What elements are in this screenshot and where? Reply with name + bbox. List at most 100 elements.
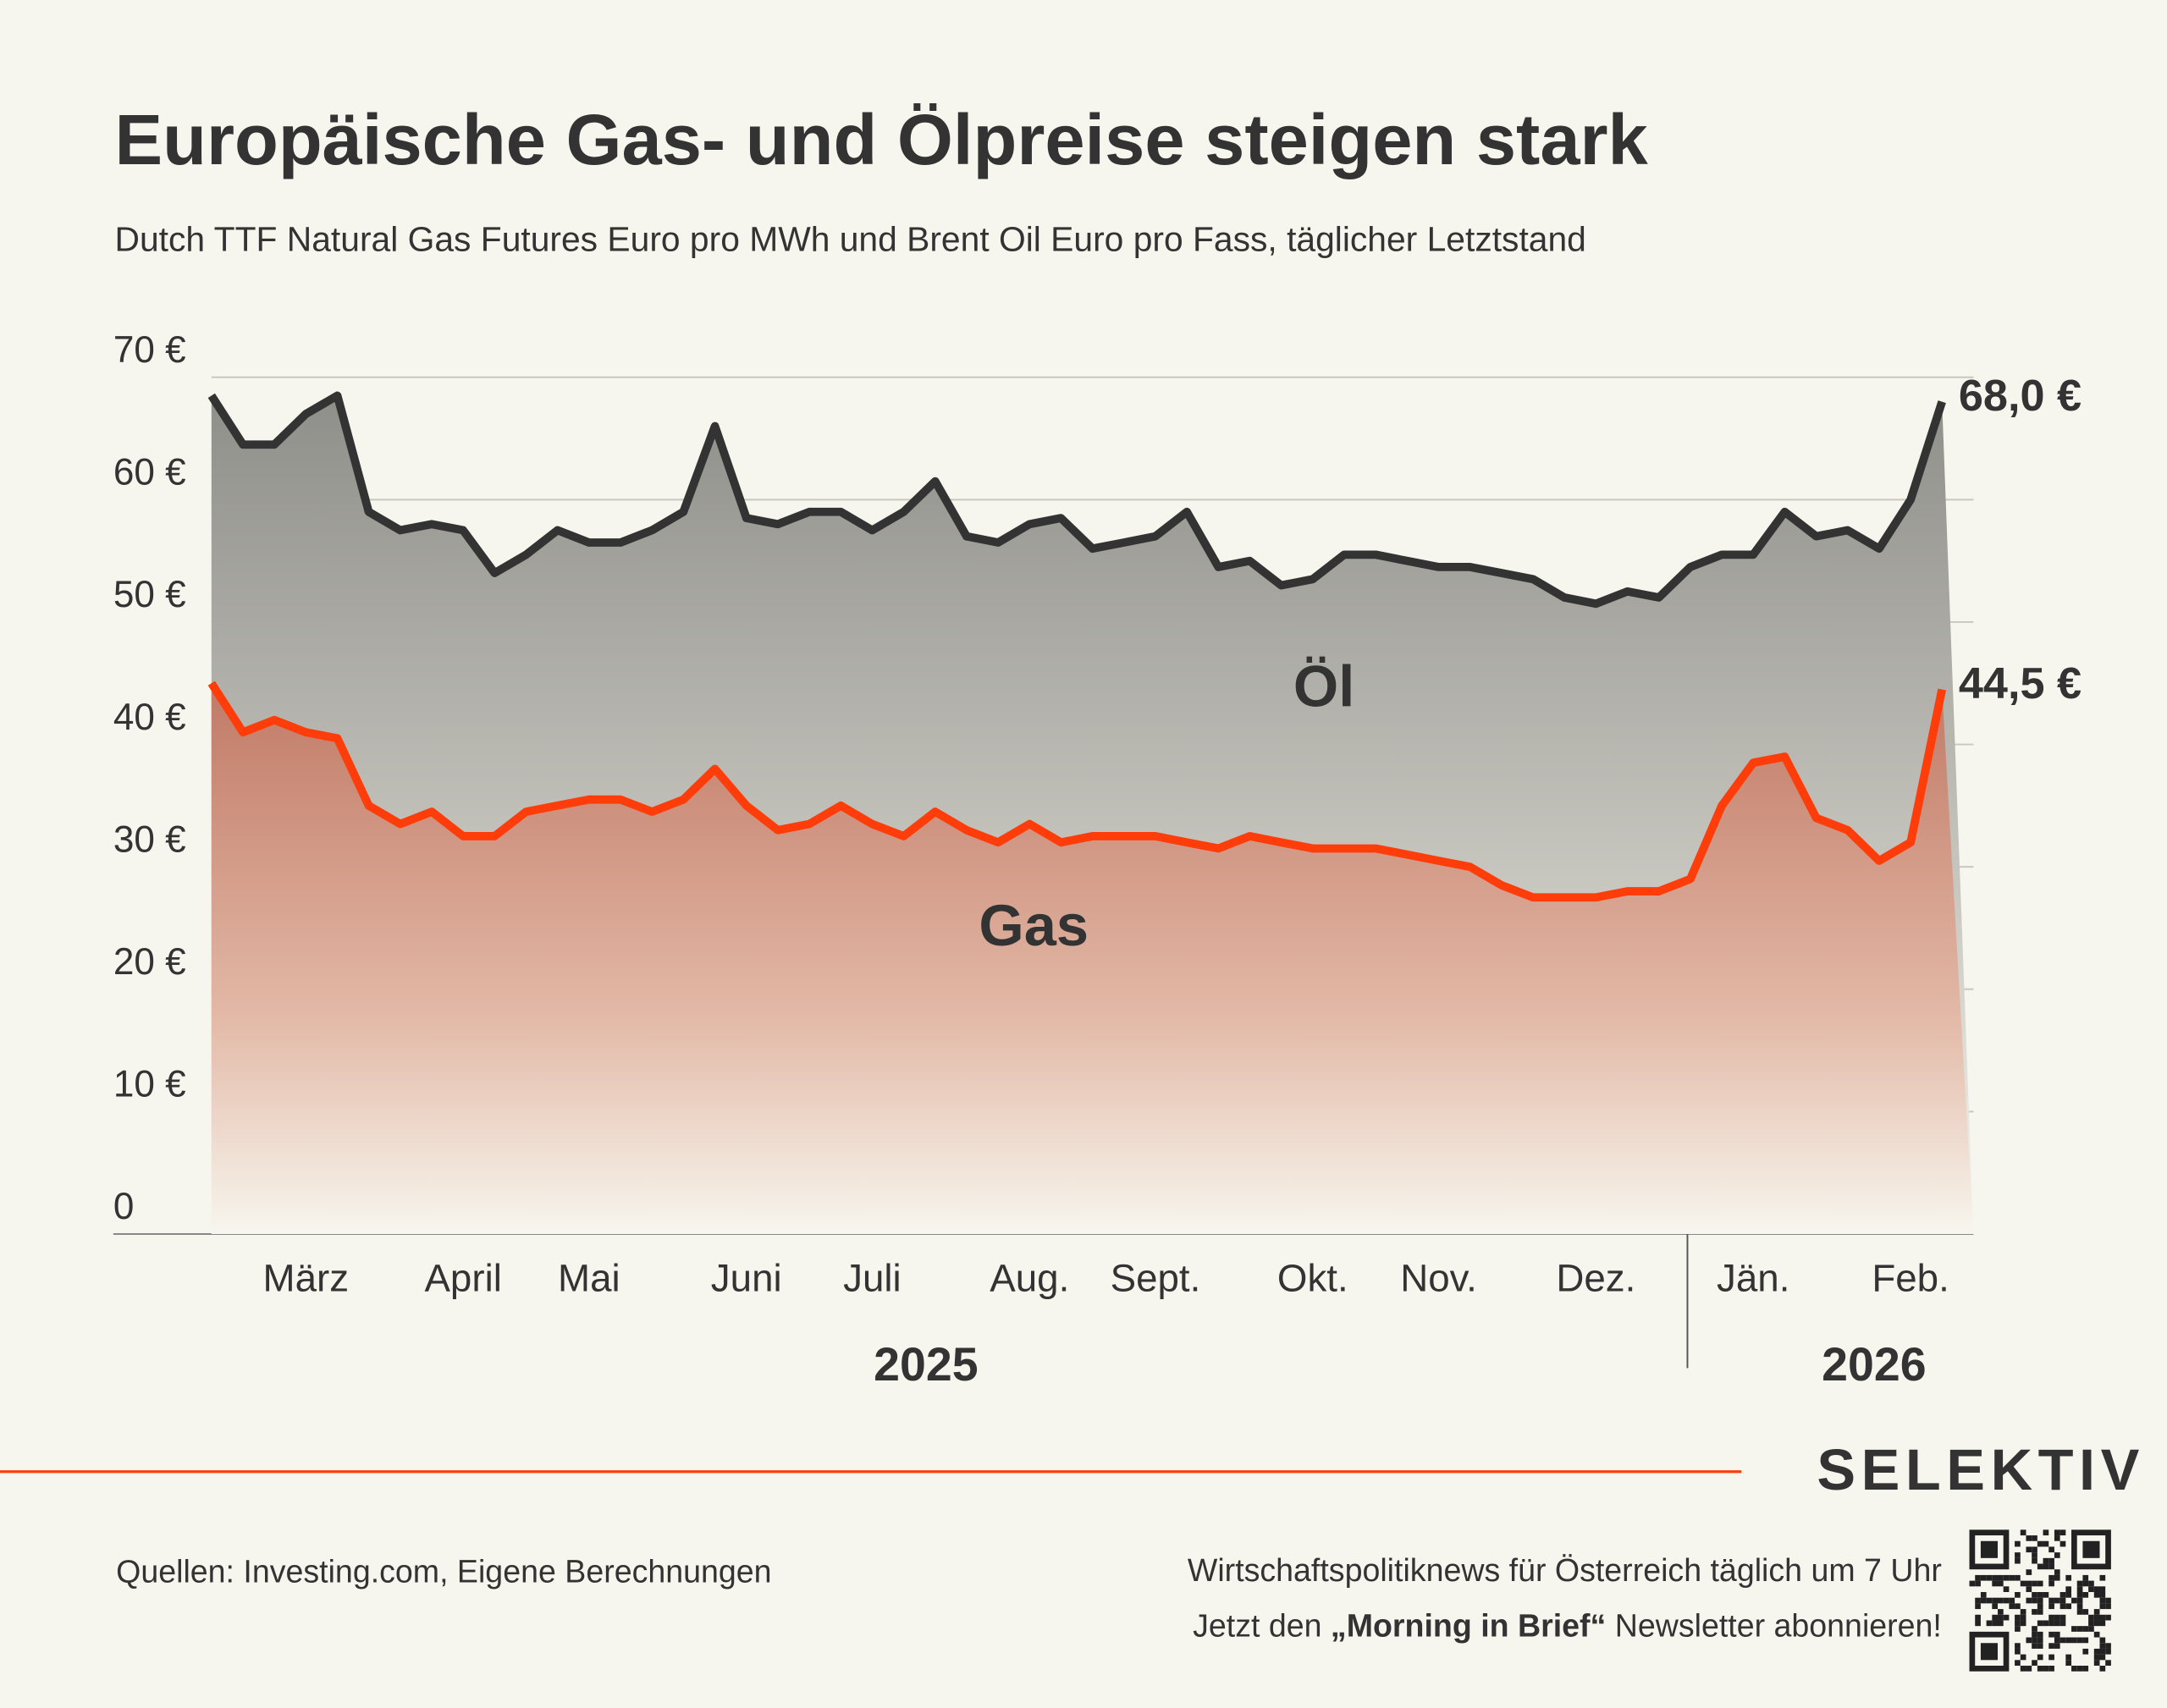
qr-module (2043, 1666, 2049, 1672)
qr-module (2043, 1592, 2049, 1598)
newsletter-cta: Jetzt den „Morning in Brief“ Newsletter … (1193, 1607, 1942, 1643)
qr-module (2003, 1597, 2010, 1604)
qr-module (2015, 1660, 2021, 1667)
y-tick-label: 40 € (113, 697, 186, 738)
qr-module (1992, 1620, 1998, 1627)
qr-module (2065, 1586, 2072, 1592)
qr-module (2059, 1529, 2066, 1536)
qr-module (2032, 1592, 2037, 1598)
qr-finder (1980, 1643, 1998, 1661)
qr-module (2032, 1631, 2037, 1638)
qr-module (2037, 1666, 2043, 1672)
qr-module (2093, 1586, 2100, 1592)
qr-module (2032, 1535, 2037, 1541)
x-tick-label: Okt. (1277, 1257, 1348, 1300)
qr-module (1992, 1597, 1998, 1604)
qr-module (1975, 1614, 1981, 1621)
qr-module (2082, 1626, 2089, 1632)
qr-module (1975, 1603, 1981, 1610)
qr-module (2037, 1540, 2043, 1547)
qr-module (2088, 1626, 2094, 1632)
qr-module (2054, 1631, 2060, 1638)
x-tick-label: Juli (843, 1257, 902, 1300)
qr-module (2043, 1620, 2049, 1627)
qr-module (2088, 1620, 2094, 1627)
qr-module (2099, 1597, 2106, 1604)
qr-module (2048, 1654, 2054, 1661)
y-tick-label: 50 € (113, 574, 186, 615)
qr-module (2020, 1620, 2026, 1627)
qr-module (2082, 1666, 2089, 1672)
year-label: 2026 (1822, 1338, 1926, 1391)
qr-module (1975, 1620, 1981, 1627)
qr-module (2032, 1546, 2037, 1553)
plot: 0 10 € 20 € 30 € 40 € 50 € 60 € 70 € 68,0 € 44,5 … (113, 329, 2082, 1391)
qr-module (2065, 1592, 2072, 1598)
qr-module (1986, 1597, 1993, 1604)
qr-module (2015, 1643, 2021, 1649)
qr-module (2082, 1637, 2089, 1644)
qr-module (2026, 1586, 2032, 1592)
qr-finder (1980, 1540, 1998, 1558)
qr-module (2059, 1603, 2066, 1610)
qr-module (2026, 1666, 2032, 1672)
qr-module (2105, 1648, 2111, 1655)
qr-module (2037, 1643, 2043, 1649)
qr-module (2015, 1552, 2021, 1558)
qr-module (2054, 1552, 2060, 1558)
qr-code (1969, 1529, 2111, 1672)
qr-module (2048, 1597, 2054, 1604)
qr-module (2105, 1603, 2111, 1610)
y-tick-label: 30 € (113, 818, 186, 860)
qr-module (2065, 1574, 2072, 1581)
qr-module (2037, 1592, 2043, 1598)
qr-module (2032, 1609, 2037, 1615)
line (207, 680, 1947, 902)
qr-module (2082, 1580, 2089, 1587)
qr-module (1998, 1620, 2004, 1627)
qr-module (2015, 1626, 2021, 1632)
qr-module (2032, 1552, 2037, 1558)
qr-module (2054, 1529, 2060, 1536)
qr-module (2093, 1614, 2100, 1621)
qr-module (2037, 1620, 2043, 1627)
qr-module (2065, 1637, 2072, 1644)
qr-module (2037, 1597, 2043, 1604)
y-tick-label: 20 € (113, 941, 186, 983)
qr-module (2048, 1643, 2054, 1649)
qr-module (2099, 1648, 2106, 1655)
qr-module (2059, 1540, 2066, 1547)
qr-module (2105, 1614, 2111, 1621)
qr-module (2088, 1586, 2094, 1592)
x-tick-label: März (263, 1257, 350, 1300)
qr-module (2020, 1609, 2026, 1615)
qr-module (1980, 1574, 1987, 1581)
qr-module (2009, 1574, 2015, 1581)
cta-text: Newsletter abonnieren! (1606, 1607, 1942, 1643)
qr-module (2048, 1620, 2054, 1627)
qr-module (2048, 1546, 2054, 1553)
qr-module (2076, 1637, 2083, 1644)
series-label: Gas (979, 893, 1089, 958)
qr-module (2020, 1580, 2026, 1587)
qr-module (2059, 1592, 2066, 1598)
qr-module (2076, 1666, 2083, 1672)
qr-module (2093, 1654, 2100, 1661)
qr-module (2054, 1535, 2060, 1541)
qr-module (2032, 1637, 2037, 1644)
qr-module (2048, 1574, 2054, 1581)
qr-module (1969, 1580, 1976, 1587)
qr-module (2015, 1540, 2021, 1547)
qr-module (2054, 1569, 2060, 1575)
qr-module (2015, 1648, 2021, 1655)
qr-module (2054, 1597, 2060, 1604)
qr-module (2037, 1563, 2043, 1570)
qr-module (2099, 1666, 2106, 1672)
qr-module (2048, 1631, 2054, 1638)
qr-module (2099, 1592, 2106, 1598)
qr-module (2048, 1666, 2054, 1672)
qr-module (2059, 1614, 2066, 1621)
x-tick-label: April (424, 1257, 501, 1300)
x-tick-label: Jän. (1717, 1257, 1789, 1300)
